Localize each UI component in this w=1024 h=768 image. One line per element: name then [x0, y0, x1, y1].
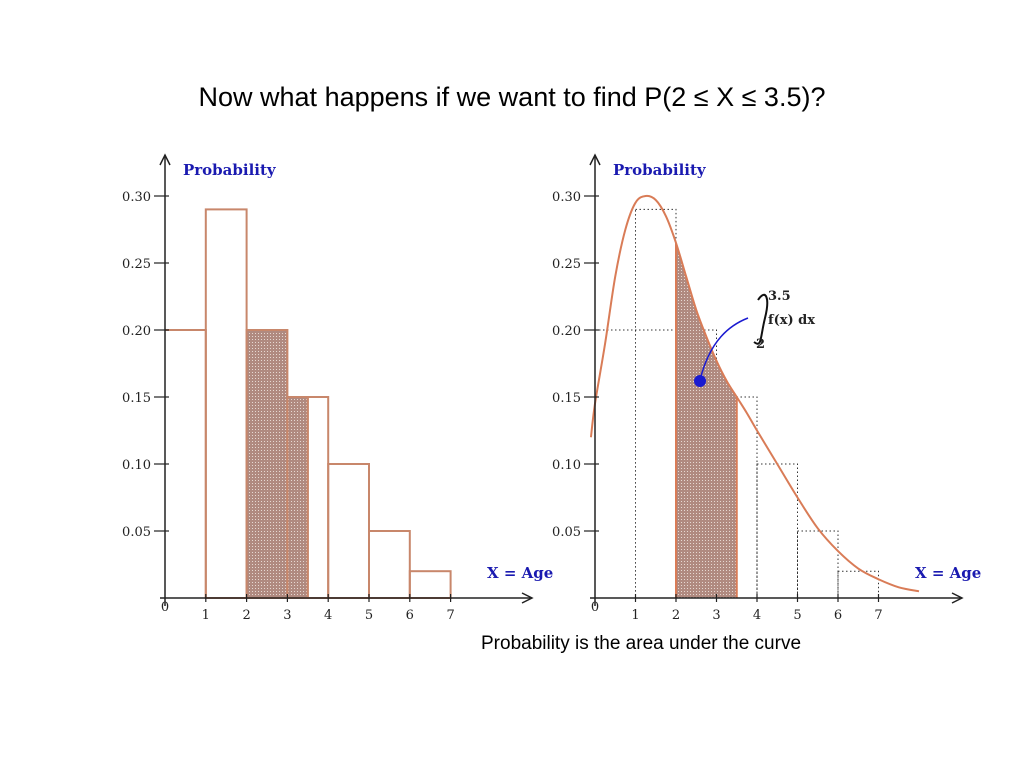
y-tick-label: 0.30 [552, 190, 581, 205]
y-axis-title: Probability [613, 161, 707, 179]
y-tick-label: 0.25 [552, 257, 581, 272]
x-tick-label: 6 [406, 608, 414, 623]
x-tick-label: 2 [242, 608, 250, 623]
histogram-bar-shaded [245, 329, 289, 599]
y-axis-title: Probability [183, 161, 277, 179]
x-tick-label: 1 [631, 608, 639, 623]
origin-label: 0 [161, 600, 169, 615]
reference-bar [635, 208, 677, 599]
y-tick-label: 0.15 [552, 391, 581, 406]
y-axis-arrow [159, 153, 171, 166]
x-axis-title: X = Age [915, 564, 981, 582]
reference-bar [837, 570, 879, 599]
y-tick-label: 0.20 [122, 324, 151, 339]
y-tick-label: 0.05 [552, 525, 581, 540]
reference-bar [797, 530, 839, 599]
x-tick-label: 4 [324, 608, 332, 623]
annotation-dot [694, 375, 706, 387]
x-tick-label: 3 [712, 608, 720, 623]
density-curve [589, 194, 920, 593]
x-tick-label: 4 [753, 608, 761, 623]
x-tick-label: 3 [283, 608, 291, 623]
x-axis-arrow [521, 592, 534, 604]
y-tick-label: 0.10 [552, 458, 581, 473]
y-tick-label: 0.20 [552, 324, 581, 339]
y-tick-label: 0.15 [122, 391, 151, 406]
y-tick-label: 0.05 [122, 525, 151, 540]
integral-lower-limit: 2 [756, 337, 765, 352]
integral-upper-limit: 3.5 [768, 289, 791, 304]
x-tick-label: 1 [202, 608, 210, 623]
integral-integrand: f(x) dx [768, 313, 815, 328]
reference-bar [756, 463, 798, 599]
y-tick-label: 0.30 [122, 190, 151, 205]
x-tick-label: 7 [874, 608, 882, 623]
y-tick-label: 0.10 [122, 458, 151, 473]
x-axis-title: X = Age [487, 564, 553, 582]
x-tick-label: 7 [446, 608, 454, 623]
y-tick-label: 0.25 [122, 257, 151, 272]
x-tick-label: 5 [793, 608, 801, 623]
origin-label: 0 [591, 600, 599, 615]
x-axis-arrow [951, 592, 964, 604]
x-tick-label: 5 [365, 608, 373, 623]
x-tick-label: 6 [834, 608, 842, 623]
caption: Probability is the area under the curve [481, 633, 802, 654]
slide-title: Now what happens if we want to find P(2 … [198, 82, 826, 112]
shaded-area [676, 242, 737, 598]
x-tick-label: 2 [672, 608, 680, 623]
integral-sign [753, 293, 769, 345]
y-axis-arrow [589, 153, 601, 166]
annotation-pointer [699, 317, 749, 381]
